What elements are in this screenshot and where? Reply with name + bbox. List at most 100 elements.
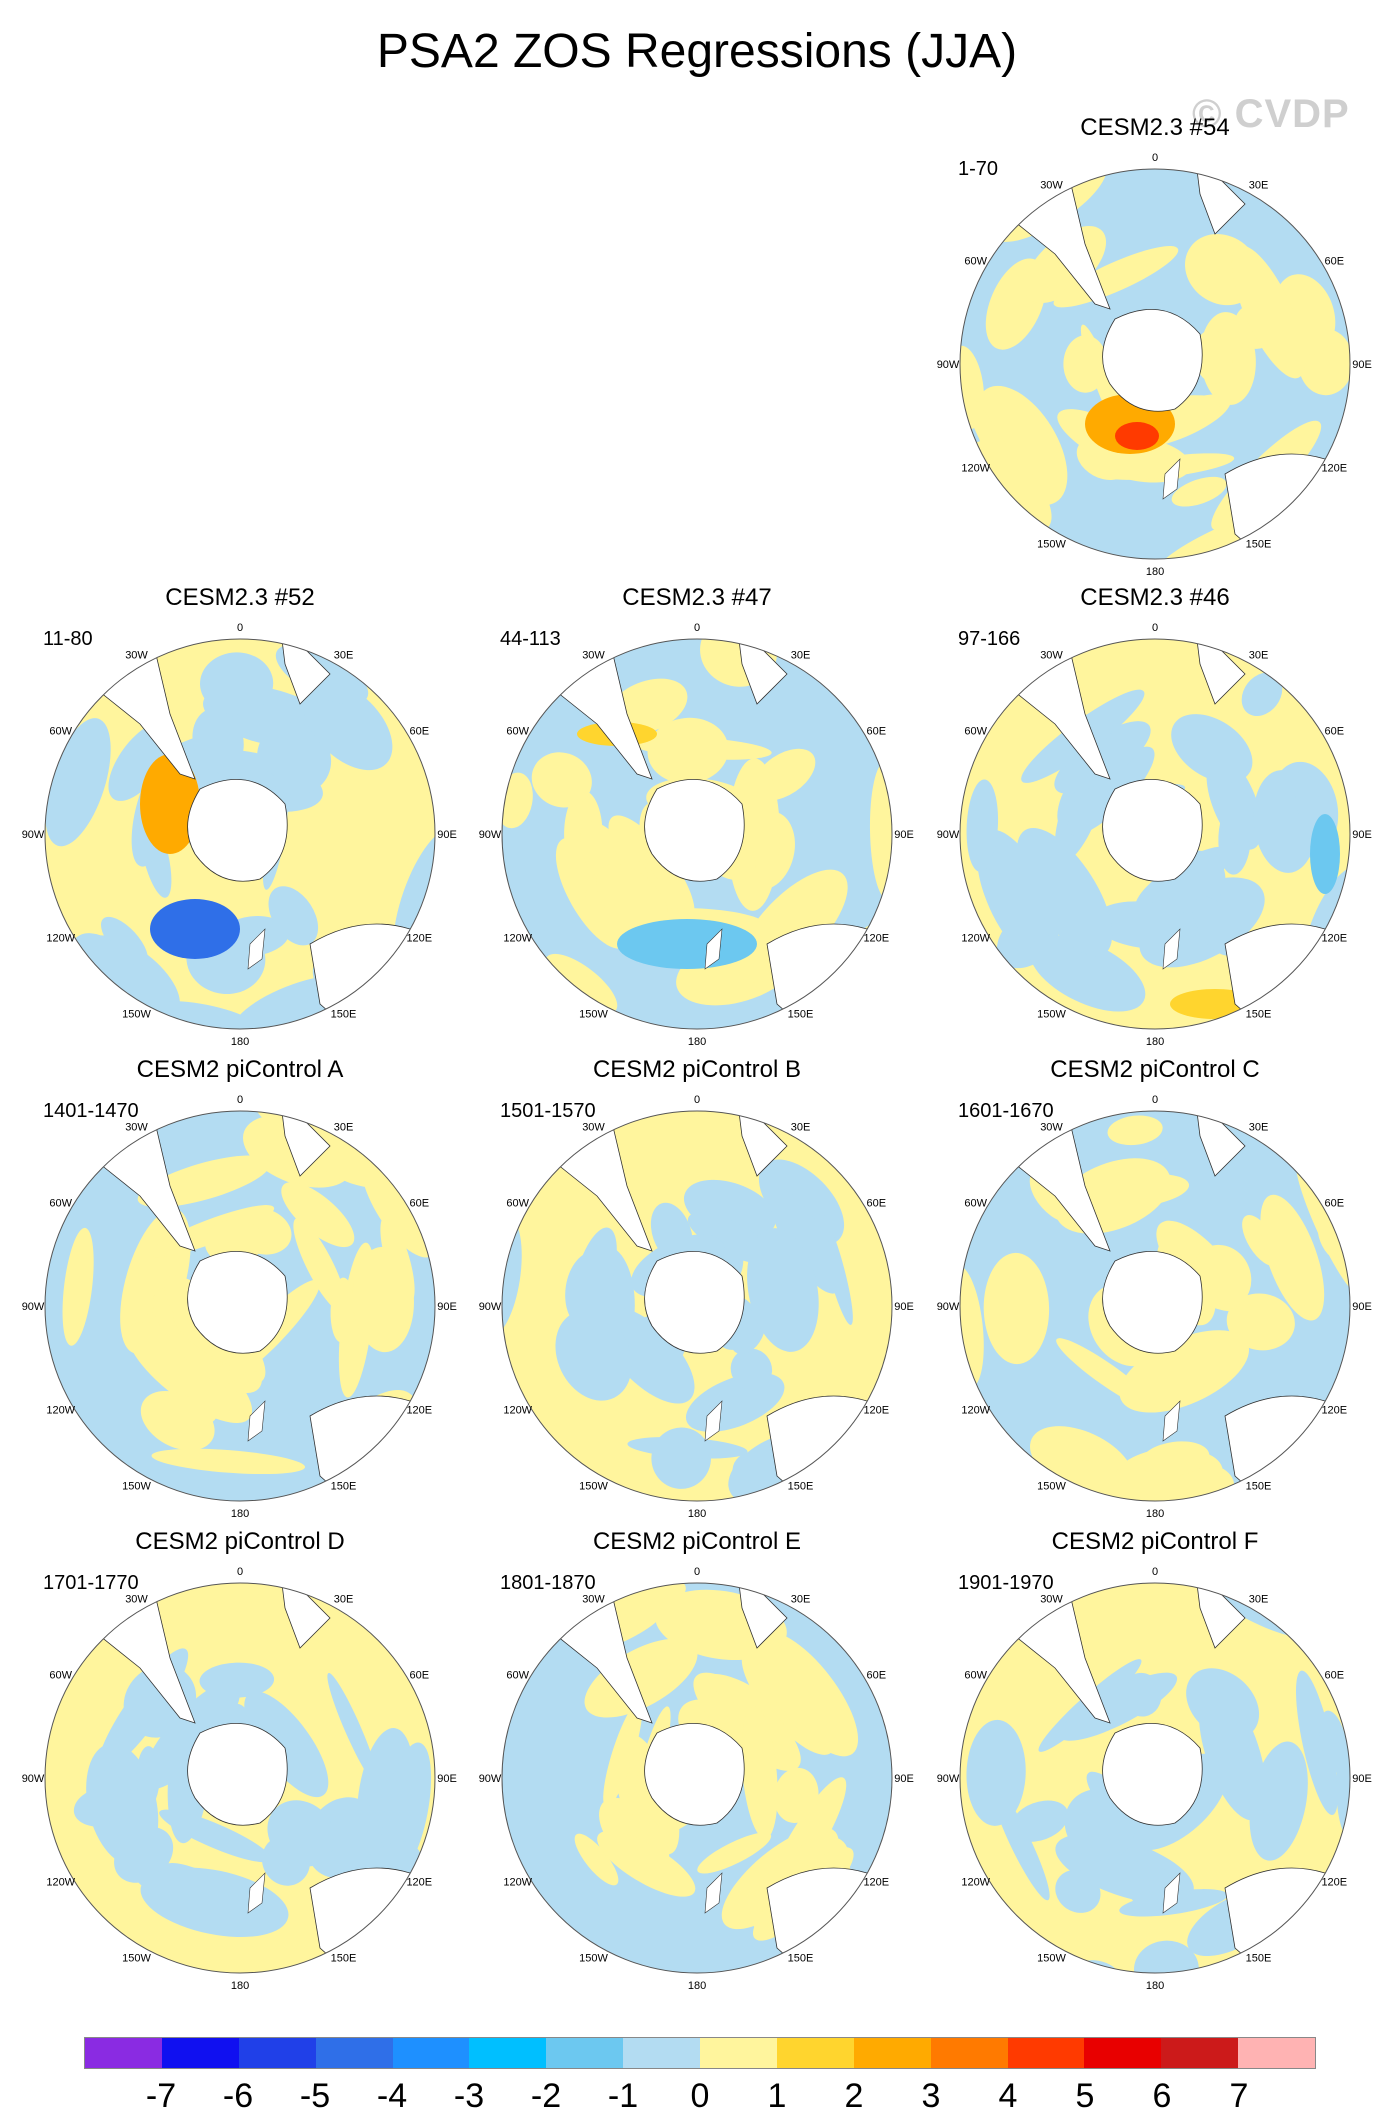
longitude-label: 150W — [1037, 1952, 1066, 1964]
longitude-label: 90E — [1352, 829, 1372, 841]
longitude-label: 150W — [579, 1952, 608, 1964]
longitude-label: 90W — [479, 1301, 502, 1313]
longitude-label: 60W — [506, 1198, 529, 1210]
longitude-label: 30W — [582, 1594, 605, 1606]
anomaly-patch — [1140, 1441, 1210, 1477]
map-boundary — [44, 1110, 436, 1502]
longitude-label: 180 — [1146, 1036, 1164, 1048]
longitude-label: 120E — [1321, 463, 1347, 475]
longitude-label: 120E — [1321, 1877, 1347, 1889]
longitude-label: 150W — [122, 1480, 151, 1492]
antarctica-land — [187, 1251, 288, 1354]
anomaly-patch — [584, 1638, 698, 1718]
anomaly-patch — [741, 1706, 778, 1839]
anomaly-patch — [1107, 1115, 1163, 1146]
colorbar-tick-label: -1 — [607, 2077, 639, 2115]
longitude-label: 90E — [894, 1301, 914, 1313]
longitude-label: 120W — [961, 1877, 990, 1889]
longitude-label: 180 — [231, 1980, 249, 1992]
anomaly-patch — [327, 1672, 379, 1785]
colorbar-tick-label: -7 — [145, 2077, 177, 2115]
longitude-label: 30E — [791, 1594, 811, 1606]
antarctica-land — [1102, 1723, 1203, 1826]
longitude-label: 180 — [688, 1980, 706, 1992]
longitude-label: 30E — [1249, 1594, 1269, 1606]
map-boundary — [959, 1582, 1351, 1974]
anomaly-patch — [100, 916, 148, 967]
anomaly-patch — [869, 761, 892, 900]
antarctica-land — [644, 1251, 745, 1354]
longitude-label: 180 — [1146, 566, 1164, 578]
longitude-label: 120W — [961, 463, 990, 475]
anomaly-patch — [289, 1111, 395, 1188]
colorbar-tick-label: 4 — [998, 2077, 1018, 2115]
anomaly-patch — [293, 1218, 347, 1313]
anomaly-patch — [647, 717, 729, 784]
colorbar-tick-label: 7 — [1229, 2077, 1249, 2115]
new-zealand-land — [247, 1400, 266, 1442]
longitude-label: 0 — [237, 1566, 243, 1578]
panel-title: CESM2.3 #46 — [1080, 584, 1230, 611]
panel-period: 1701-1770 — [43, 1572, 139, 1594]
longitude-label: 150W — [579, 1008, 608, 1020]
figure-title: PSA2 ZOS Regressions (JJA) — [376, 25, 1018, 78]
longitude-label: 60W — [964, 1670, 987, 1682]
antarctica-land — [1102, 779, 1203, 882]
longitude-label: 150E — [1246, 538, 1272, 550]
antarctica-land — [1102, 1251, 1203, 1354]
colorbar-swatch — [700, 2038, 777, 2068]
colorbar-swatch — [161, 2038, 239, 2068]
map-boundary — [959, 1110, 1351, 1502]
anomaly-patch — [1295, 1670, 1339, 1815]
anomaly-patch — [1295, 769, 1322, 842]
colorbar-tick-label: 6 — [1152, 2077, 1172, 2115]
longitude-label: 60E — [1325, 1198, 1345, 1210]
longitude-label: 150E — [1246, 1952, 1272, 1964]
anomaly-patch — [603, 1701, 643, 1808]
colorbar-tick-label: -4 — [376, 2077, 408, 2115]
panel-title: CESM2.3 #54 — [1080, 114, 1230, 141]
colorbar-tick-label: 3 — [921, 2077, 941, 2115]
longitude-label: 180 — [231, 1036, 249, 1048]
anomaly-patch — [960, 1265, 984, 1388]
colorbar-swatch — [238, 2038, 316, 2068]
longitude-label: 150E — [788, 1480, 814, 1492]
anomaly-patch — [200, 652, 274, 715]
longitude-label: 30E — [334, 1122, 354, 1134]
longitude-label: 120W — [961, 933, 990, 945]
longitude-label: 60W — [506, 726, 529, 738]
anomaly-patch — [595, 864, 669, 936]
anomaly-patch — [755, 1631, 859, 1757]
longitude-label: 60W — [964, 1198, 987, 1210]
antarctica-land — [1102, 309, 1203, 412]
anomaly-patch — [1171, 476, 1227, 507]
longitude-label: 60W — [49, 1670, 72, 1682]
colorbar-swatch — [930, 2038, 1008, 2068]
new-zealand-land — [704, 1872, 723, 1914]
longitude-label: 30W — [582, 1122, 605, 1134]
longitude-label: 60E — [410, 726, 430, 738]
longitude-label: 150E — [331, 1952, 357, 1964]
colorbar-labels: -7 -6 -5 -4 -3 -2 -1 0 1 2 3 4 5 6 7 — [84, 2077, 1316, 2117]
colorbar-tick-label: 2 — [844, 2077, 864, 2115]
anomaly-patch — [1260, 1194, 1325, 1321]
anomaly-core — [1115, 422, 1159, 450]
panel-title: CESM2 piControl C — [1050, 1056, 1260, 1083]
anomaly-patch — [531, 752, 592, 808]
panel-period: 1-70 — [958, 158, 999, 180]
anomaly-patch — [770, 1188, 841, 1294]
longitude-label: 120E — [406, 1877, 432, 1889]
longitude-label: 180 — [688, 1036, 706, 1048]
anomaly-core — [150, 899, 240, 959]
longitude-label: 90E — [437, 1301, 457, 1313]
longitude-label: 60E — [1325, 726, 1345, 738]
anomaly-patch — [983, 1252, 1050, 1365]
anomaly-patch — [976, 829, 1058, 964]
longitude-label: 0 — [1152, 152, 1158, 164]
longitude-label: 60W — [964, 726, 987, 738]
longitude-label: 120E — [406, 933, 432, 945]
longitude-label: 120W — [503, 933, 532, 945]
longitude-label: 180 — [231, 1508, 249, 1520]
longitude-label: 0 — [694, 1566, 700, 1578]
longitude-label: 30E — [791, 1122, 811, 1134]
